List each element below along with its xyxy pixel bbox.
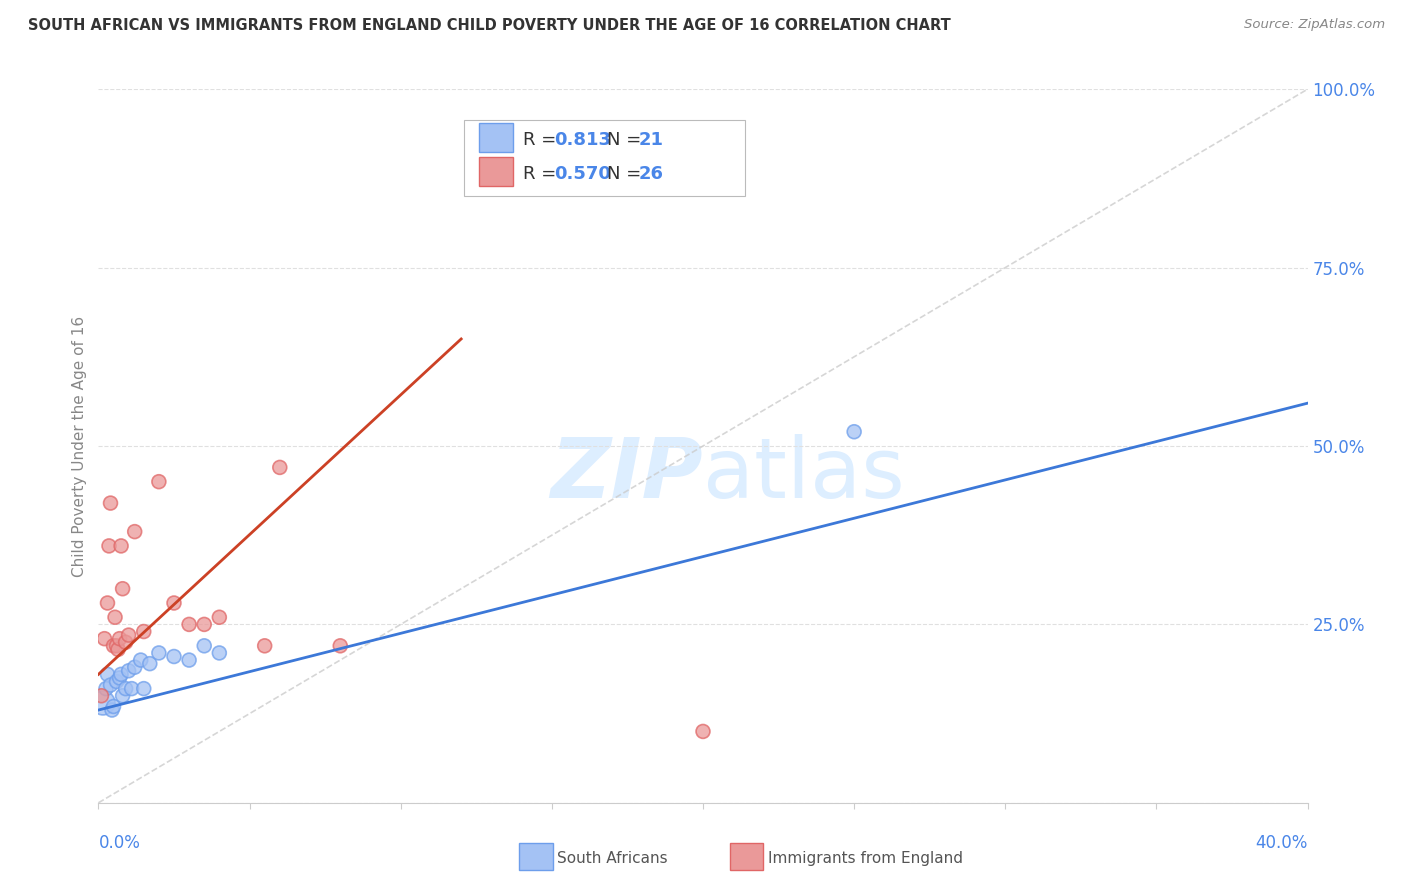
Point — [163, 596, 186, 610]
Point — [103, 699, 125, 714]
Text: 26: 26 — [638, 165, 664, 183]
Text: 0.570: 0.570 — [554, 165, 610, 183]
Text: Immigrants from England: Immigrants from England — [768, 851, 963, 865]
Point — [193, 639, 215, 653]
Point — [132, 624, 155, 639]
Text: 0.0%: 0.0% — [98, 834, 141, 852]
Point — [111, 689, 134, 703]
Point — [114, 681, 136, 696]
Point — [148, 475, 170, 489]
Point — [110, 539, 132, 553]
Point — [105, 639, 128, 653]
Point — [100, 496, 122, 510]
Point — [108, 671, 131, 685]
Point — [844, 425, 866, 439]
Point — [90, 689, 112, 703]
Point — [329, 639, 352, 653]
Y-axis label: Child Poverty Under the Age of 16: Child Poverty Under the Age of 16 — [72, 316, 87, 576]
Point — [692, 724, 714, 739]
Point — [132, 681, 155, 696]
Text: R =: R = — [523, 165, 562, 183]
Point — [105, 674, 128, 689]
Point — [124, 524, 146, 539]
Point — [193, 617, 215, 632]
Point — [124, 660, 146, 674]
Text: atlas: atlas — [703, 434, 904, 515]
Point — [118, 664, 141, 678]
Point — [100, 678, 122, 692]
Point — [98, 539, 121, 553]
Point — [93, 632, 115, 646]
Point — [121, 681, 143, 696]
Text: 21: 21 — [638, 131, 664, 149]
Text: 0.813: 0.813 — [554, 131, 612, 149]
Point — [103, 639, 125, 653]
Text: SOUTH AFRICAN VS IMMIGRANTS FROM ENGLAND CHILD POVERTY UNDER THE AGE OF 16 CORRE: SOUTH AFRICAN VS IMMIGRANTS FROM ENGLAND… — [28, 18, 950, 33]
Point — [111, 582, 134, 596]
Point — [96, 667, 118, 681]
Text: ZIP: ZIP — [550, 434, 703, 515]
Point — [91, 696, 114, 710]
Point — [118, 628, 141, 642]
Point — [110, 667, 132, 681]
Text: R =: R = — [523, 131, 562, 149]
Point — [114, 635, 136, 649]
Text: Source: ZipAtlas.com: Source: ZipAtlas.com — [1244, 18, 1385, 31]
Point — [148, 646, 170, 660]
Point — [104, 610, 127, 624]
Point — [94, 681, 117, 696]
Point — [107, 642, 129, 657]
Point — [269, 460, 291, 475]
Point — [96, 596, 118, 610]
Point — [179, 653, 201, 667]
Point — [163, 649, 186, 664]
Point — [179, 617, 201, 632]
Text: 40.0%: 40.0% — [1256, 834, 1308, 852]
Point — [101, 703, 124, 717]
Text: South Africans: South Africans — [557, 851, 668, 865]
Text: N =: N = — [607, 131, 647, 149]
Text: N =: N = — [607, 165, 647, 183]
Point — [208, 610, 231, 624]
Point — [208, 646, 231, 660]
Point — [253, 639, 276, 653]
Point — [129, 653, 152, 667]
Point — [139, 657, 162, 671]
Point — [108, 632, 131, 646]
